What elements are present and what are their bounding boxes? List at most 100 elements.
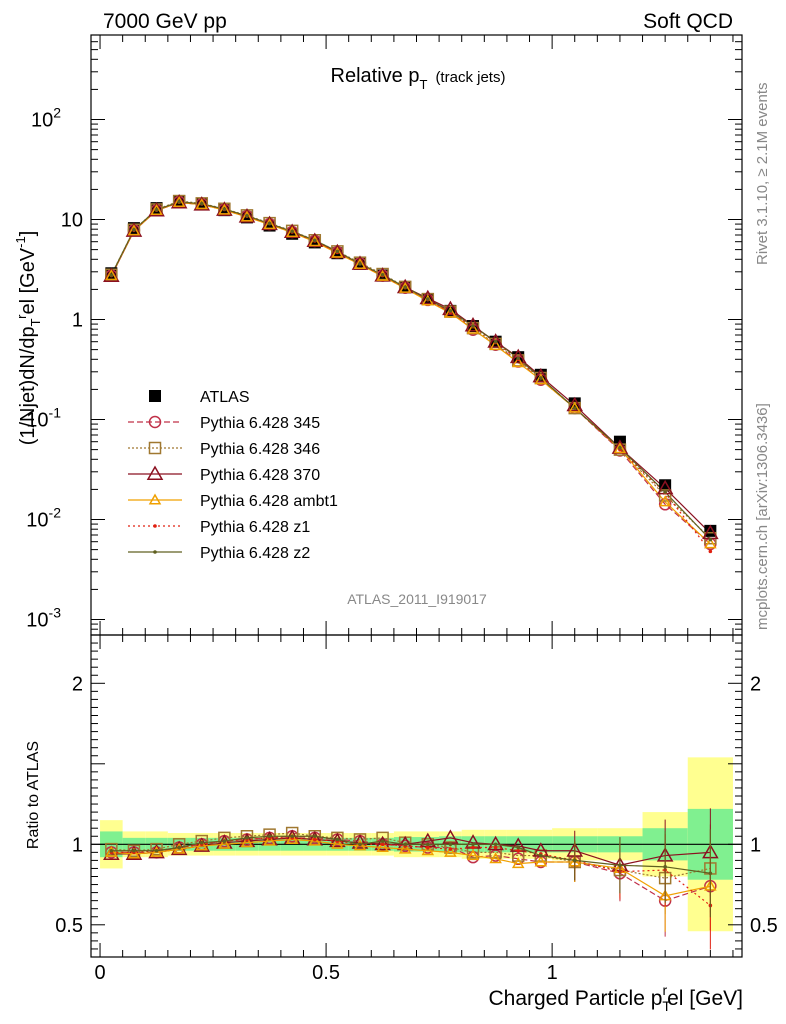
data-point	[306, 232, 324, 247]
data-point	[376, 269, 389, 281]
ratio-point	[351, 834, 369, 849]
ratio-point	[105, 842, 118, 856]
data-point	[403, 285, 407, 290]
data-point	[154, 208, 159, 212]
data-point	[103, 267, 120, 283]
ratio-frame	[90, 634, 743, 958]
y-axis-title-ratio: Ratio to ATLAS	[25, 741, 42, 849]
y-tick-label: 10-1	[26, 405, 61, 432]
ratio-point	[471, 845, 475, 850]
data-point	[245, 213, 249, 218]
ratio-point	[516, 845, 521, 850]
ratio-point	[471, 842, 475, 847]
data-point	[240, 210, 254, 222]
data-point	[489, 338, 502, 350]
analysis-watermark: ATLAS_2011_I919017	[347, 591, 487, 607]
data-point	[704, 537, 717, 549]
ratio-point	[331, 837, 344, 849]
legend-label: Pythia 6.428 370	[200, 467, 320, 484]
data-point	[444, 306, 457, 318]
series-line	[110, 201, 711, 540]
x-axis-title: Charged Particle pTrel [GeV]	[488, 982, 743, 1014]
rivet-label: Rivet 3.1.10, ≥ 2.1M events	[754, 83, 771, 266]
data-point	[283, 223, 301, 239]
ratio-point	[154, 848, 159, 853]
data-point	[568, 401, 582, 413]
main-plot: 10-3 10-2 10-1 1 10 102	[26, 34, 743, 636]
data-point	[105, 269, 118, 281]
ratio-point	[195, 839, 209, 851]
data-point	[658, 489, 672, 502]
ratio-point	[109, 848, 114, 853]
data-point	[466, 322, 480, 334]
y-tick-label: 10-3	[26, 605, 61, 632]
data-point	[238, 208, 256, 223]
ratio-point	[426, 842, 430, 847]
ratio-point	[663, 865, 667, 869]
ratio-point	[374, 835, 391, 851]
data-point	[170, 193, 188, 209]
ratio-point	[245, 836, 249, 840]
legend-label: Pythia 6.428 z2	[200, 545, 310, 562]
ratio-point	[534, 855, 548, 867]
data-point	[708, 549, 713, 554]
data-point	[566, 396, 584, 412]
ratio-point	[218, 831, 231, 845]
legend-marker	[148, 441, 162, 455]
data-point	[380, 272, 385, 277]
data-point	[471, 324, 475, 328]
ratio-point	[516, 848, 521, 853]
data-point	[132, 227, 136, 232]
data-point	[150, 204, 163, 216]
legend-label: Pythia 6.428 z1	[200, 519, 310, 536]
ratio-point	[193, 837, 211, 852]
data-point	[419, 289, 437, 305]
data-point	[331, 246, 344, 258]
legend-label: Pythia 6.428 346	[200, 441, 320, 458]
ratio-point	[353, 839, 367, 851]
legend-label: ATLAS	[200, 389, 250, 406]
x-tick-label: 0	[94, 962, 105, 984]
legend: ATLAS Pythia 6.428 345 Pythia 6.428 346 Pyt…	[128, 389, 338, 562]
ratio-point	[290, 834, 294, 839]
ratio-point	[172, 838, 186, 851]
ratio-point	[398, 842, 412, 854]
ratio-point	[358, 842, 362, 847]
ratio-point	[448, 842, 453, 847]
ratio-point	[172, 842, 186, 854]
ratio-point	[380, 842, 385, 847]
ratio-point	[376, 841, 389, 853]
ratio-point	[132, 848, 136, 853]
ratio-point	[308, 834, 322, 846]
ratio-point	[240, 836, 254, 848]
data-point	[261, 215, 278, 231]
ratio-point	[493, 845, 498, 850]
data-point	[442, 300, 459, 316]
data-point	[177, 200, 181, 204]
ratio-point	[285, 832, 299, 844]
ratio-point	[312, 834, 317, 839]
data-point	[658, 495, 672, 507]
data-point	[199, 201, 204, 206]
ratio-point	[487, 835, 504, 851]
ratio-point	[380, 839, 385, 843]
data-point	[539, 376, 543, 380]
ratio-point	[222, 839, 227, 843]
data-point	[335, 249, 340, 254]
legend-marker	[146, 465, 164, 480]
ratio-point	[708, 871, 713, 876]
data-point	[267, 221, 272, 226]
plot-title: Relative pT (track jets)	[331, 65, 506, 92]
data-point	[516, 356, 521, 361]
ratio-point	[335, 837, 340, 842]
data-point	[618, 446, 622, 450]
series-line	[110, 200, 711, 539]
mcplots-label: mcplots.cern.ch [arXiv:1306.3436]	[754, 403, 771, 630]
ratio-point	[263, 828, 276, 841]
y-tick-label: 10	[61, 210, 83, 232]
data-point	[658, 498, 672, 511]
ratio-point	[403, 842, 407, 847]
data-point	[127, 224, 141, 236]
ratio-point	[618, 863, 622, 868]
